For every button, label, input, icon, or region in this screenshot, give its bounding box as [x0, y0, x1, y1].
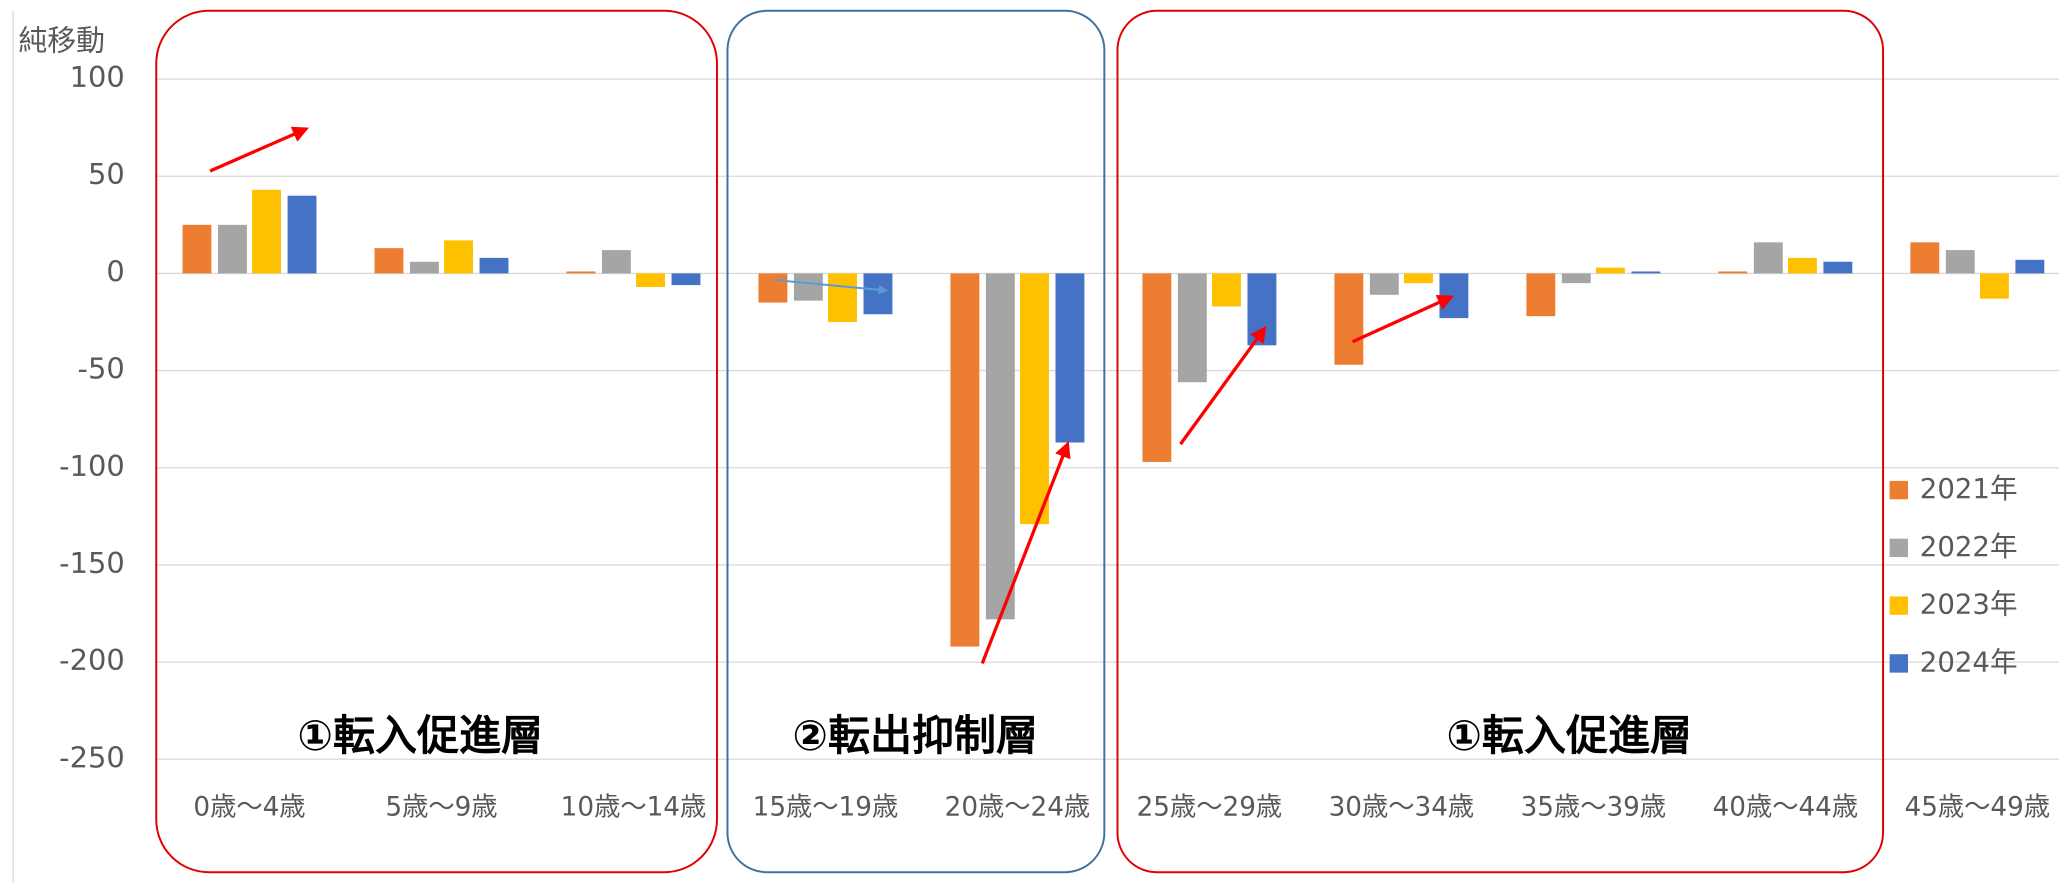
group-box — [1116, 9, 1885, 874]
legend-label: 2022年 — [1920, 530, 2018, 563]
bar — [985, 273, 1015, 620]
group-box — [726, 9, 1106, 874]
legend-swatch — [1889, 596, 1908, 615]
bar — [217, 224, 247, 274]
bar — [1055, 273, 1085, 443]
x-tick-label: 0歳～4歳 — [193, 792, 305, 822]
labels: 100 50 0 -50 -100 -150 -200 -250 0歳～4歳 5歳～9歳 10歳～1… — [59, 60, 2050, 822]
y-tick-label: 0 — [106, 254, 124, 288]
bar — [182, 224, 212, 274]
x-tick-label: 15歳～19歳 — [753, 792, 899, 822]
bar — [479, 257, 509, 274]
bar — [758, 273, 788, 303]
annotation: ①転入促進層 — [297, 711, 543, 760]
arrow — [774, 279, 889, 295]
y-tick-label: 100 — [70, 60, 125, 94]
bar — [1718, 271, 1748, 274]
bar — [252, 189, 282, 274]
bar — [444, 240, 473, 274]
arrow — [1179, 325, 1267, 446]
grid — [154, 78, 2059, 760]
bar — [1910, 242, 1940, 274]
bar — [1142, 273, 1172, 462]
y-tick-label: -150 — [59, 546, 125, 580]
bar — [1595, 267, 1625, 274]
legend-label: 2023年 — [1920, 588, 2018, 621]
y-tick-label: 50 — [88, 157, 125, 191]
bar — [793, 273, 823, 301]
bar — [1212, 273, 1241, 307]
y-tick-label: -250 — [59, 740, 125, 774]
annotation: ①転入促進層 — [1446, 711, 1692, 760]
bar — [1526, 273, 1556, 317]
x-tick-label: 30歳～34歳 — [1329, 792, 1475, 822]
x-tick-label: 5歳～9歳 — [385, 792, 497, 822]
legend-label: 2021年 — [1920, 472, 2018, 505]
bar — [950, 273, 980, 647]
x-tick-label: 40歳～44歳 — [1713, 792, 1859, 822]
x-tick-label: 45歳～49歳 — [1905, 792, 2051, 822]
x-tick-label: 10歳～14歳 — [561, 792, 707, 822]
arrow — [209, 126, 309, 173]
bar — [409, 261, 439, 274]
bar — [828, 273, 857, 323]
arrow — [980, 441, 1071, 665]
bar — [1979, 273, 2009, 299]
bar — [566, 271, 596, 274]
bar — [1334, 273, 1364, 365]
legend-label: 2024年 — [1920, 645, 2018, 678]
bar — [863, 273, 893, 315]
bar — [1369, 273, 1399, 295]
x-tick-label: 25歳～29歳 — [1137, 792, 1283, 822]
bar — [601, 250, 631, 274]
y-tick-label: -200 — [59, 643, 125, 677]
legend-swatch — [1889, 538, 1908, 558]
bar — [1020, 273, 1049, 525]
legend-swatch — [1889, 480, 1908, 500]
bar — [2015, 259, 2045, 274]
x-tick-label: 35歳～39歳 — [1521, 792, 1667, 822]
y-tick-label: -100 — [59, 449, 125, 483]
bar — [1787, 257, 1817, 274]
annotation: ②転出抑制層 — [792, 711, 1038, 760]
y-axis-label: 純移動 — [18, 23, 105, 57]
bar — [374, 248, 404, 274]
legend-swatch — [1889, 654, 1908, 673]
bar — [1439, 273, 1469, 319]
bars — [182, 189, 2045, 647]
arrow — [1351, 295, 1455, 344]
bar — [1823, 261, 1853, 274]
x-tick-label: 20歳～24歳 — [945, 792, 1091, 822]
bar — [287, 195, 317, 274]
bar — [1631, 271, 1661, 274]
group-box — [155, 9, 718, 874]
bar — [1753, 242, 1783, 274]
bar — [636, 273, 665, 288]
bar — [671, 273, 701, 286]
y-tick-label: -50 — [78, 352, 125, 386]
bar — [1404, 273, 1433, 284]
bar — [1561, 273, 1591, 284]
bar — [1945, 250, 1975, 274]
bar — [1177, 273, 1207, 383]
